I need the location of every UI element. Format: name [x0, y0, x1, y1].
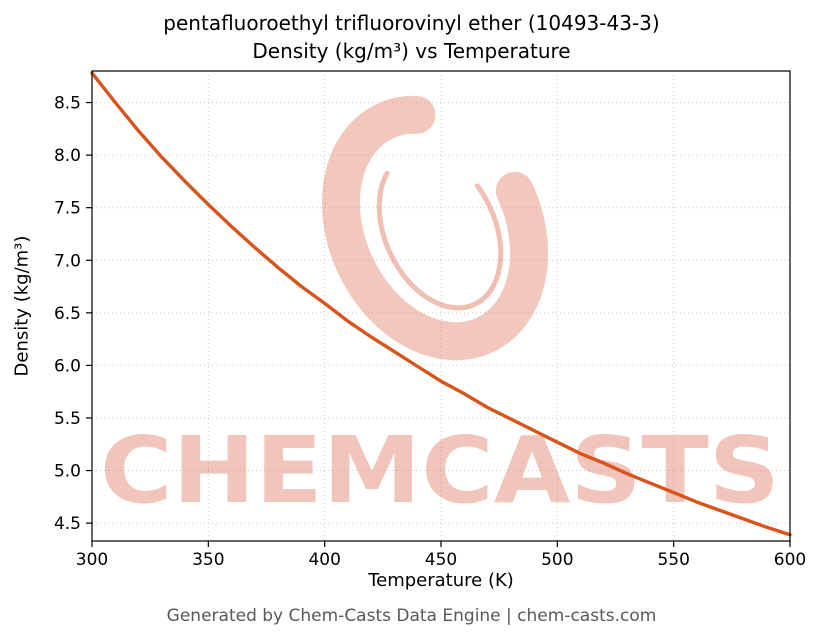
watermark-logo-outer-arc: [321, 95, 549, 361]
watermark: CHEMCASTS: [100, 95, 780, 524]
chart-title-line2: Density (kg/m³) vs Temperature: [252, 39, 571, 63]
y-tick-label: 4.5: [54, 514, 81, 534]
y-tick-label: 7.5: [54, 199, 81, 219]
y-tick-label: 8.5: [54, 94, 81, 114]
footer-attribution: Generated by Chem-Casts Data Engine | ch…: [166, 606, 657, 626]
y-tick-label: 7.0: [54, 251, 81, 271]
x-tick-label: 450: [425, 550, 457, 570]
x-tick-label: 600: [774, 550, 806, 570]
y-axis-label: Density (kg/m³): [11, 235, 33, 377]
y-tick-label: 5.5: [54, 409, 81, 429]
y-tick-label: 6.0: [54, 356, 81, 376]
y-tick-label: 8.0: [54, 146, 81, 166]
y-tick-label: 6.5: [54, 304, 81, 324]
x-tick-label: 400: [308, 550, 340, 570]
x-tick-label: 500: [541, 550, 573, 570]
watermark-text: CHEMCASTS: [100, 417, 780, 524]
watermark-logo-inner-arc: [376, 149, 504, 311]
y-tick-label: 5.0: [54, 462, 81, 482]
series-layer: [90, 71, 792, 537]
x-tick-label: 350: [192, 550, 224, 570]
density-curve: [90, 71, 792, 537]
x-tick-label: 550: [657, 550, 689, 570]
axes-layer: 300 350 400 450 500 550 600 4.5 5.0 5.5 6.0 6.5 7.0 7…: [54, 70, 806, 570]
chart-title-line1: pentafluoroethyl trifluorovinyl ether (1…: [163, 11, 660, 35]
x-axis-label: Temperature (K): [368, 570, 514, 591]
x-tick-label: 300: [76, 550, 108, 570]
grid: [91, 71, 791, 541]
